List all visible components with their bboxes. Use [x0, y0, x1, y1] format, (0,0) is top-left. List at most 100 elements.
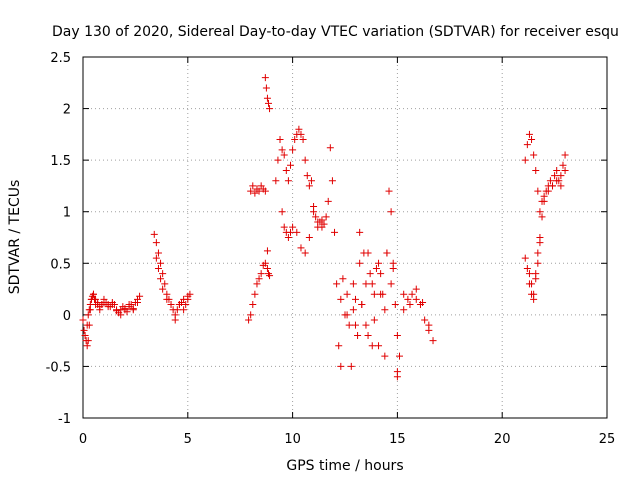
- data-point: [561, 151, 569, 159]
- data-point: [337, 295, 345, 303]
- plot-frame: [82, 56, 608, 419]
- chart-title: Day 130 of 2020, Sidereal Day-to-day VTE…: [52, 24, 619, 40]
- data-point: [184, 295, 192, 303]
- data-point: [326, 144, 334, 152]
- data-point: [362, 321, 370, 329]
- data-point: [125, 301, 133, 309]
- data-point: [245, 316, 253, 324]
- data-point: [301, 156, 309, 164]
- data-point: [289, 146, 297, 154]
- data-point: [339, 275, 347, 283]
- data-point: [113, 307, 121, 315]
- data-point: [370, 290, 378, 298]
- data-point: [534, 249, 542, 257]
- data-point: [284, 177, 292, 185]
- data-point: [561, 166, 569, 174]
- x-tick-labels: 0 5 10 15 20 25: [79, 432, 615, 447]
- y-tick-label: 1.5: [50, 154, 71, 169]
- y-axis-label: SDTVAR / TECUs: [7, 180, 23, 295]
- data-point: [521, 156, 529, 164]
- data-point: [276, 136, 284, 144]
- y-tick-label: -1: [58, 412, 71, 427]
- data-point: [528, 290, 536, 298]
- data-point: [412, 295, 420, 303]
- data-point: [83, 342, 91, 350]
- y-tick-label: 1: [63, 206, 71, 221]
- data-point: [152, 254, 160, 262]
- data-point: [159, 285, 167, 293]
- data-point: [81, 331, 89, 339]
- data-point: [163, 295, 171, 303]
- data-point: [249, 182, 257, 190]
- data-point: [375, 342, 383, 350]
- data-point: [530, 295, 538, 303]
- data-point: [247, 311, 255, 319]
- data-point: [182, 301, 190, 309]
- data-point: [318, 223, 326, 231]
- data-point: [406, 301, 414, 309]
- data-point: [404, 295, 412, 303]
- data-point: [272, 177, 280, 185]
- data-point: [297, 130, 305, 138]
- data-point: [377, 290, 385, 298]
- y-tick-label: 0: [63, 309, 71, 324]
- data-point: [121, 306, 129, 314]
- data-point: [261, 74, 269, 82]
- data-point: [349, 280, 357, 288]
- data-point: [262, 84, 270, 92]
- data-point: [318, 216, 326, 224]
- data-point: [303, 172, 311, 180]
- data-point: [266, 105, 274, 113]
- data-point: [335, 342, 343, 350]
- y-tick-label: 2.5: [50, 51, 71, 66]
- data-point: [305, 182, 313, 190]
- data-point: [322, 213, 330, 221]
- data-point: [351, 295, 359, 303]
- data-point: [186, 290, 194, 298]
- data-point: [167, 301, 175, 309]
- data-point: [249, 301, 257, 309]
- data-point: [377, 270, 385, 278]
- data-point: [523, 264, 531, 272]
- data-point: [79, 316, 87, 324]
- axis-ticks: [82, 56, 608, 419]
- data-point: [391, 301, 399, 309]
- data-point: [307, 177, 315, 185]
- data-point: [84, 311, 92, 319]
- data-point: [343, 311, 351, 319]
- data-point: [387, 208, 395, 216]
- data-point: [278, 146, 286, 154]
- data-point: [291, 136, 299, 144]
- data-point: [82, 337, 90, 345]
- data-point: [253, 280, 261, 288]
- data-point: [180, 306, 188, 314]
- data-point: [255, 275, 263, 283]
- data-point: [154, 264, 162, 272]
- data-point: [540, 197, 548, 205]
- data-point: [429, 337, 437, 345]
- data-point: [534, 259, 542, 267]
- data-point: [400, 290, 408, 298]
- x-tick-label: 20: [494, 432, 511, 447]
- data-point: [312, 213, 320, 221]
- data-point: [364, 331, 372, 339]
- data-point: [266, 272, 274, 280]
- data-point: [280, 151, 288, 159]
- data-point: [408, 290, 416, 298]
- data-point: [328, 177, 336, 185]
- data-point: [324, 197, 332, 205]
- data-point: [538, 213, 546, 221]
- data-point: [129, 305, 137, 313]
- data-point: [251, 189, 259, 197]
- data-point: [310, 208, 318, 216]
- data-point: [175, 301, 183, 309]
- data-point: [546, 177, 554, 185]
- data-point: [528, 136, 536, 144]
- data-point: [557, 182, 565, 190]
- data-point: [157, 275, 165, 283]
- data-point: [523, 141, 531, 149]
- data-point: [159, 270, 167, 278]
- data-point: [525, 280, 533, 288]
- data-point: [289, 223, 297, 231]
